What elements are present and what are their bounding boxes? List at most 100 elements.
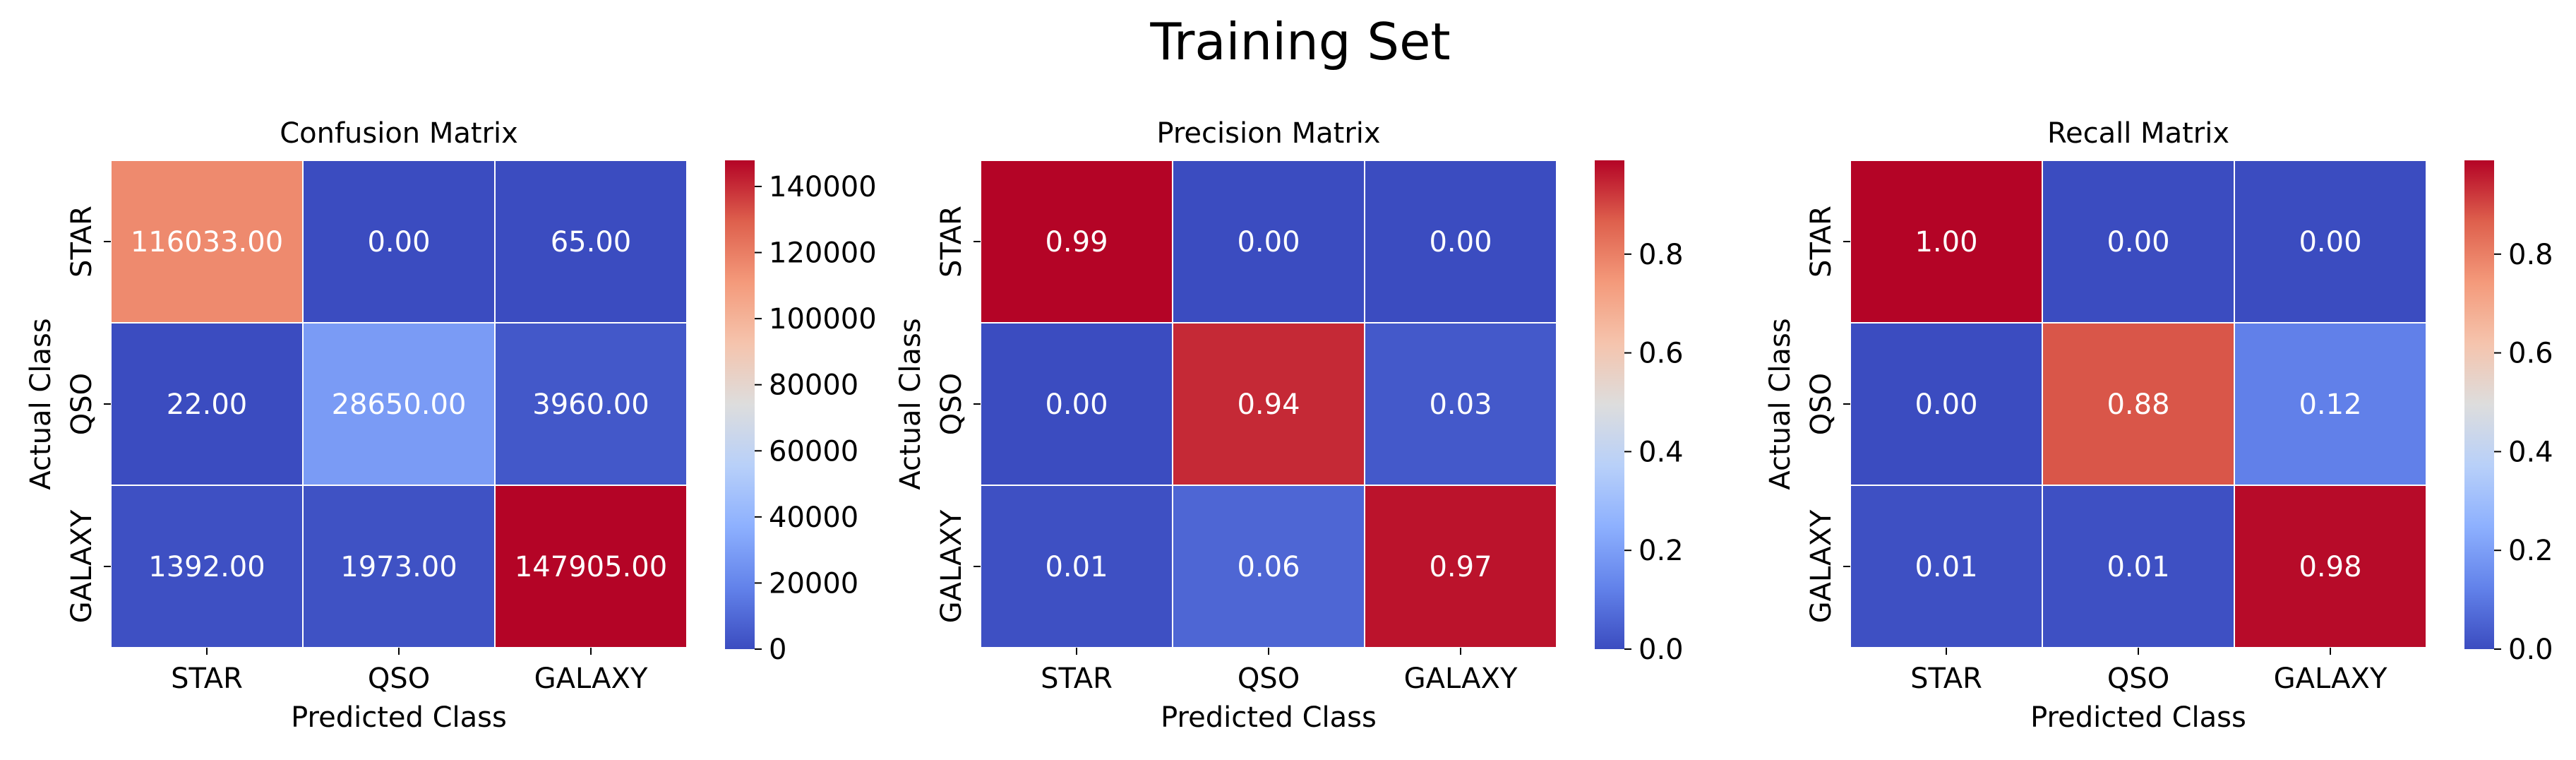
- cell-value-label: 0.01: [1915, 551, 1977, 583]
- cell-value-label: 0.98: [2299, 551, 2361, 583]
- cell-value-label: 0.94: [1237, 388, 1300, 421]
- colorbar-tick-label: 0.0: [2508, 634, 2553, 666]
- x-axis-label: Predicted Class: [291, 701, 507, 734]
- figure-title: Training Set: [1149, 12, 1450, 71]
- heatmap-cell: [2234, 322, 2427, 486]
- cell-value-label: 1392.00: [148, 551, 265, 583]
- colorbar-tick-label: 0.6: [2508, 338, 2553, 370]
- heatmap-cell: [1364, 322, 1557, 486]
- cell-value-label: 0.99: [1045, 226, 1108, 259]
- colorbar-tick-label: 0.2: [1639, 535, 1684, 567]
- cell-value-label: 0.01: [2107, 551, 2169, 583]
- cell-value-label: 0.00: [367, 226, 430, 259]
- heatmap-cell: [1172, 160, 1365, 323]
- x-tick-label: GALAXY: [534, 663, 648, 695]
- cell-value-label: 0.03: [1429, 388, 1492, 421]
- cell-value-label: 28650.00: [332, 388, 467, 421]
- cell-value-label: 0.00: [1237, 226, 1300, 259]
- colorbar-tick-label: 0.4: [2508, 436, 2553, 468]
- colorbar-tick-label: 0.8: [2508, 239, 2553, 271]
- heatmap-cell: [110, 322, 304, 486]
- panel-title: Recall Matrix: [2047, 117, 2229, 150]
- colorbar-tick-label: 0.6: [1639, 338, 1684, 370]
- cell-value-label: 0.00: [1429, 226, 1492, 259]
- heatmap-cell: [2042, 485, 2235, 648]
- heatmap-panel-2: Precision Matrix 0.99 0.00 0.00 0.00 0.94 0.03…: [894, 117, 1684, 734]
- cell-value-label: 3960.00: [532, 388, 649, 421]
- heatmap-cell: [2042, 160, 2235, 323]
- colorbar-tick-label: 0.2: [2508, 535, 2553, 567]
- colorbar-tick-label: 80000: [769, 369, 858, 402]
- colorbar: [725, 160, 755, 649]
- colorbar: [1595, 160, 1624, 649]
- y-tick-label: GALAXY: [66, 509, 98, 623]
- y-tick-label: STAR: [66, 206, 98, 278]
- heatmap-cell: [302, 485, 496, 648]
- heatmap-cell: [302, 322, 496, 486]
- colorbar-tick-label: 0.4: [1639, 436, 1684, 468]
- x-tick-label: STAR: [1910, 663, 1982, 695]
- colorbar-tick-label: 20000: [769, 567, 858, 600]
- cell-value-label: 65.00: [551, 226, 632, 259]
- colorbar-tick-label: 0.0: [1639, 634, 1684, 666]
- heatmap-cell: [980, 485, 1173, 648]
- y-tick-label: STAR: [935, 206, 968, 278]
- cell-value-label: 1973.00: [340, 551, 457, 583]
- heatmap-cell: [1364, 160, 1557, 323]
- cell-value-label: 0.97: [1429, 551, 1492, 583]
- heatmap-panel-1: Confusion Matrix 116033.00 0.00 65.00 22.00 2…: [25, 117, 877, 734]
- colorbar-tick-label: 100000: [769, 303, 877, 336]
- heatmap-cell: [110, 160, 304, 323]
- y-axis-label: Actual Class: [1764, 318, 1797, 489]
- cell-value-label: 147905.00: [515, 551, 667, 583]
- x-axis-label: Predicted Class: [2030, 701, 2246, 734]
- y-tick-label: GALAXY: [935, 509, 968, 623]
- y-tick-label: STAR: [1805, 206, 1838, 278]
- colorbar-tick-label: 120000: [769, 237, 877, 270]
- cell-value-label: 0.88: [2107, 388, 2169, 421]
- colorbar-tick-label: 140000: [769, 171, 877, 203]
- cell-value-label: 0.00: [1045, 388, 1108, 421]
- y-tick-label: QSO: [935, 373, 968, 435]
- heatmap-panel-3: Recall Matrix 1.00 0.00 0.00 0.00 0.88 0.12 0.0…: [1764, 117, 2553, 734]
- x-tick-label: GALAXY: [2274, 663, 2388, 695]
- colorbar: [2464, 160, 2494, 649]
- cell-value-label: 0.00: [1915, 388, 1977, 421]
- colorbar-tick-label: 60000: [769, 435, 858, 468]
- cell-value-label: 0.01: [1045, 551, 1108, 583]
- cell-value-label: 22.00: [167, 388, 248, 421]
- heatmap-cell: [1364, 485, 1557, 648]
- x-tick-label: QSO: [2107, 663, 2169, 695]
- y-tick-label: GALAXY: [1805, 509, 1838, 623]
- heatmap-cell: [2234, 485, 2427, 648]
- heatmap-cell: [494, 322, 688, 486]
- cell-value-label: 1.00: [1915, 226, 1977, 259]
- panel-title: Precision Matrix: [1156, 117, 1380, 150]
- colorbar-tick-label: 40000: [769, 501, 858, 534]
- cell-value-label: 0.12: [2299, 388, 2361, 421]
- y-axis-label: Actual Class: [25, 318, 57, 489]
- x-tick-label: STAR: [1041, 663, 1113, 695]
- heatmap-cell: [494, 160, 688, 323]
- y-tick-label: QSO: [1805, 373, 1838, 435]
- cell-value-label: 0.06: [1237, 551, 1300, 583]
- colorbar-tick-label: 0: [769, 634, 786, 666]
- cell-value-label: 0.00: [2299, 226, 2361, 259]
- x-axis-label: Predicted Class: [1161, 701, 1377, 734]
- x-tick-label: QSO: [368, 663, 430, 695]
- cell-value-label: 116033.00: [131, 226, 283, 259]
- y-axis-label: Actual Class: [894, 318, 927, 489]
- y-tick-label: QSO: [66, 373, 98, 435]
- x-tick-label: STAR: [171, 663, 243, 695]
- x-tick-label: GALAXY: [1404, 663, 1518, 695]
- heatmap-cell: [1850, 160, 2043, 323]
- heatmap-cell: [302, 160, 496, 323]
- x-tick-label: QSO: [1238, 663, 1300, 695]
- heatmap-cell: [2234, 160, 2427, 323]
- panel-title: Confusion Matrix: [280, 117, 518, 150]
- colorbar-tick-label: 0.8: [1639, 239, 1684, 271]
- heatmap-cell: [2042, 322, 2235, 486]
- cell-value-label: 0.00: [2107, 226, 2169, 259]
